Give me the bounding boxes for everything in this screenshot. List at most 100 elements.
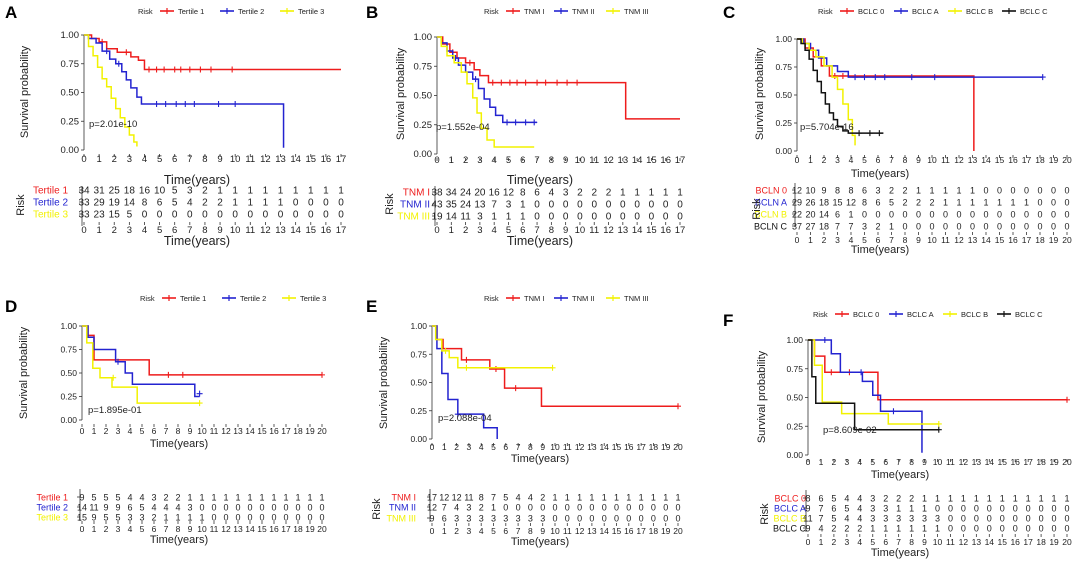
censor-mark <box>110 374 117 381</box>
p-value: p=2.088e-04 <box>438 413 492 424</box>
risk-count: 37 <box>792 222 802 232</box>
risk-count: 11 <box>803 514 812 524</box>
risk-x-tick-label: 2 <box>463 225 468 236</box>
risk-count: 0 <box>540 503 545 513</box>
risk-count: 0 <box>338 210 344 221</box>
risk-count: 0 <box>961 514 966 524</box>
risk-count: 0 <box>987 504 992 514</box>
risk-x-tick-label: 19 <box>305 524 315 534</box>
x-tick-label: 16 <box>660 155 671 166</box>
risk-count: 3 <box>516 514 521 524</box>
risk-count: 1 <box>997 198 1002 208</box>
risk-count: 16 <box>139 186 151 197</box>
x-tick-label: 7 <box>534 155 539 166</box>
x-tick-label: 12 <box>575 442 585 452</box>
y-tick-label: 0.75 <box>60 345 77 355</box>
risk-x-tick-label: 17 <box>1023 537 1033 547</box>
risk-count: 0 <box>534 200 540 211</box>
risk-x-tick-label: 9 <box>916 235 921 245</box>
risk-row-name: BCLN B <box>754 210 787 220</box>
risk-count: 0 <box>602 503 607 513</box>
risk-x-tick-label: 15 <box>998 537 1008 547</box>
risk-count: 0 <box>1013 514 1018 524</box>
panel-label: C <box>723 3 735 22</box>
risk-row-name: TNM III <box>387 514 417 524</box>
risk-count: 0 <box>902 210 907 220</box>
risk-count: 5 <box>127 210 133 221</box>
risk-x-tick-label: 4 <box>857 537 862 547</box>
risk-x-tick-label: 2 <box>454 526 459 536</box>
risk-count: 0 <box>634 200 640 211</box>
risk-y-title: Risk <box>371 498 383 520</box>
censor-mark <box>549 364 556 371</box>
risk-count: 4 <box>187 198 193 209</box>
risk-count: 0 <box>338 198 344 209</box>
risk-count: 2 <box>606 188 612 199</box>
risk-x-tick-label: 8 <box>176 524 181 534</box>
risk-count: 33 <box>78 210 90 221</box>
x-tick-label: 6 <box>883 457 888 467</box>
plot-axes: 0.000.250.500.751.000 1 2 3 4 5 6 7 8 9 10 11 12 13 14… <box>756 335 1072 481</box>
risk-x-tick-label: 18 <box>1035 235 1045 245</box>
risk-count: 1 <box>916 186 921 196</box>
risk-count: 31 <box>94 186 106 197</box>
censor-mark <box>186 66 193 73</box>
risk-x-title: Time(years) <box>511 536 569 548</box>
p-value: p=1.895e-01 <box>88 405 142 416</box>
risk-count: 6 <box>831 504 836 514</box>
risk-count: 0 <box>247 503 252 513</box>
risk-count: 1 <box>614 493 619 503</box>
risk-count: 1 <box>956 186 961 196</box>
risk-count: 0 <box>929 210 934 220</box>
plot-axes: 0.000.250.500.751.000 1 2 3 4 5 6 7 8 9 10 11 12 13 14… <box>754 34 1072 180</box>
risk-count: 5 <box>115 493 120 503</box>
risk-x-tick-label: 5 <box>506 225 511 236</box>
y-axis-title: Survival probability <box>756 350 768 443</box>
risk-x-tick-label: 10 <box>197 524 207 534</box>
risk-x-tick-label: 4 <box>142 225 147 236</box>
risk-x-tick-label: 4 <box>479 526 484 536</box>
risk-x-tick-label: 17 <box>1022 235 1032 245</box>
x-tick-label: 3 <box>467 442 472 452</box>
risk-x-tick-label: 7 <box>164 524 169 534</box>
risk-count: 6 <box>818 494 823 504</box>
risk-count: 0 <box>651 503 656 513</box>
risk-count: 0 <box>565 514 570 524</box>
x-tick-label: 17 <box>636 442 646 452</box>
censor-mark <box>466 59 473 66</box>
risk-count: 0 <box>563 200 569 211</box>
risk-x-tick-label: 10 <box>933 537 943 547</box>
risk-count: 1 <box>211 493 216 503</box>
x-tick-label: 19 <box>1049 457 1059 467</box>
x-axis-title: Time(years) <box>507 173 573 187</box>
censor-mark <box>177 66 184 73</box>
risk-y-title: Risk <box>751 198 763 220</box>
censor-mark <box>489 79 496 86</box>
risk-count: 15 <box>109 210 121 221</box>
x-tick-label: 11 <box>946 457 955 467</box>
legend-label: Tertile 3 <box>298 7 324 16</box>
risk-count: 1 <box>223 493 228 503</box>
risk-count: 0 <box>1064 504 1069 514</box>
x-tick-label: 1 <box>442 442 447 452</box>
x-tick-label: 14 <box>290 154 301 165</box>
risk-row-name: TNM I <box>392 493 417 503</box>
risk-count: 3 <box>187 186 193 197</box>
risk-count: 0 <box>534 212 540 223</box>
risk-count: 6 <box>534 188 540 199</box>
risk-x-tick-label: 0 <box>434 225 439 236</box>
x-tick-label: 6 <box>503 442 508 452</box>
risk-count: 5 <box>115 513 120 523</box>
risk-count: 1 <box>956 198 961 208</box>
risk-count: 1 <box>943 198 948 208</box>
risk-count: 0 <box>591 212 597 223</box>
km-curve-2 <box>808 339 939 425</box>
risk-count: 0 <box>211 503 216 513</box>
risk-count: 2 <box>902 186 907 196</box>
risk-count: 0 <box>283 513 288 523</box>
x-tick-label: 12 <box>260 154 271 165</box>
y-tick-label: 0.75 <box>775 62 792 72</box>
risk-count: 0 <box>1064 524 1069 534</box>
risk-x-tick-label: 11 <box>563 526 572 536</box>
